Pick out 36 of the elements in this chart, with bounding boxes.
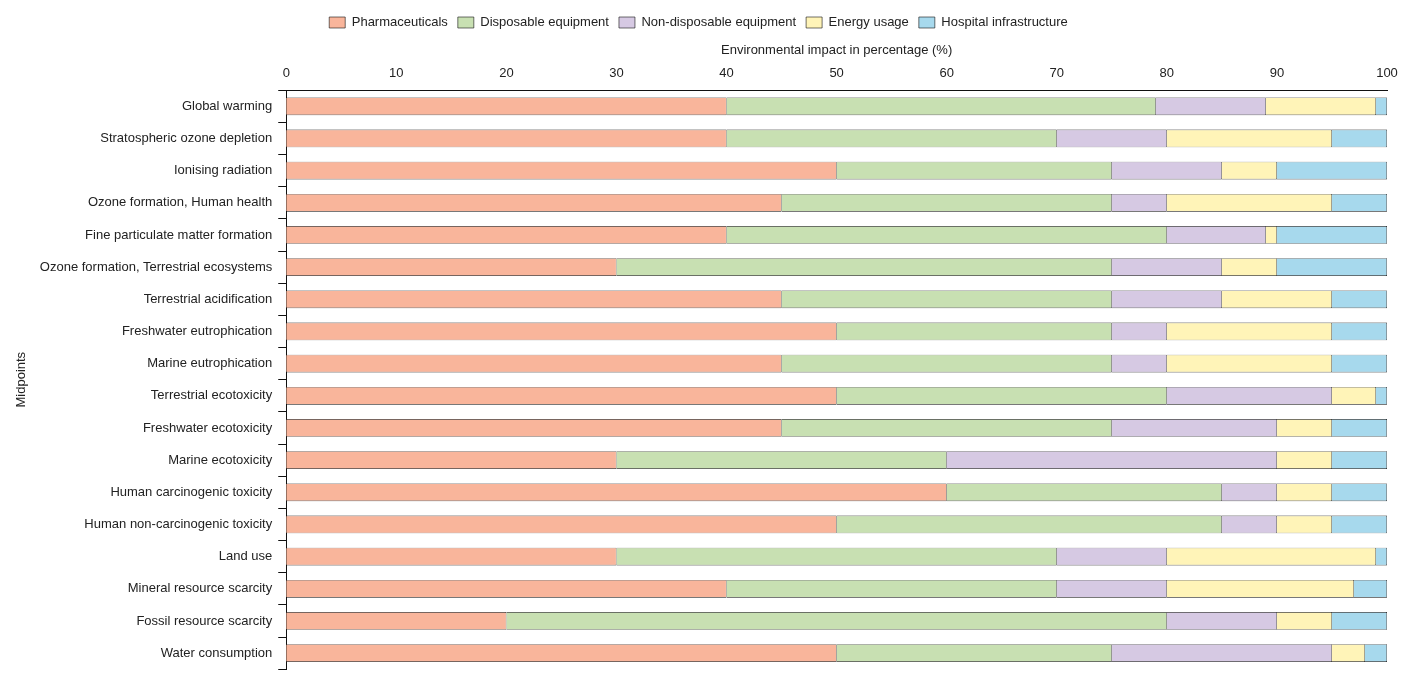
x-tick-label: 0 xyxy=(282,64,290,80)
y-tick-label: Global warming xyxy=(181,97,273,113)
y-tick-label: Ozone formation, Human health xyxy=(87,194,273,210)
y-tick-label: Land use xyxy=(218,548,273,564)
y-tick-label: Ionising radiation xyxy=(173,162,273,178)
legend-label: Non-disposable equipment xyxy=(641,14,797,30)
y-tick-label: Terrestrial acidification xyxy=(143,290,273,306)
y-tick-label: Human non-carcinogenic toxicity xyxy=(84,516,273,532)
y-tick-label: Freshwater eutrophication xyxy=(121,323,273,339)
legend-label: Disposable equipment xyxy=(480,14,610,30)
legend-label: Hospital infrastructure xyxy=(941,14,1068,30)
x-tick-label: 60 xyxy=(939,64,954,80)
y-tick-label: Mineral resource scarcity xyxy=(127,580,273,596)
y-tick-label: Fossil resource scarcity xyxy=(136,612,273,628)
y-tick-label: Terrestrial ecotoxicity xyxy=(150,387,273,403)
y-tick-label: Marine ecotoxicity xyxy=(168,451,273,467)
x-tick-label: 100 xyxy=(1376,64,1398,80)
x-axis-title: Environmental impact in percentage (%) xyxy=(721,42,953,58)
y-tick-label: Ozone formation, Terrestrial ecosystems xyxy=(39,258,273,274)
x-tick-label: 20 xyxy=(499,64,514,80)
legend-label: Pharmaceuticals xyxy=(351,14,449,30)
y-axis-title: Midpoints xyxy=(13,351,29,408)
x-tick-label: 10 xyxy=(389,64,404,80)
x-tick-label: 50 xyxy=(829,64,844,80)
y-tick-label: Marine eutrophication xyxy=(147,355,273,371)
y-tick-label: Freshwater ecotoxicity xyxy=(142,419,273,435)
y-tick-label: Stratospheric ozone depletion xyxy=(100,130,273,146)
y-tick-label: Water consumption xyxy=(160,644,273,660)
y-tick-label: Human carcinogenic toxicity xyxy=(110,483,273,499)
x-tick-label: 30 xyxy=(609,64,624,80)
x-tick-label: 40 xyxy=(719,64,734,80)
x-tick-label: 90 xyxy=(1269,64,1285,80)
x-tick-label: 80 xyxy=(1159,64,1175,80)
legend-label: Energy usage xyxy=(828,14,909,30)
x-tick-label: 70 xyxy=(1049,64,1065,80)
y-tick-label: Fine particulate matter formation xyxy=(85,226,273,242)
